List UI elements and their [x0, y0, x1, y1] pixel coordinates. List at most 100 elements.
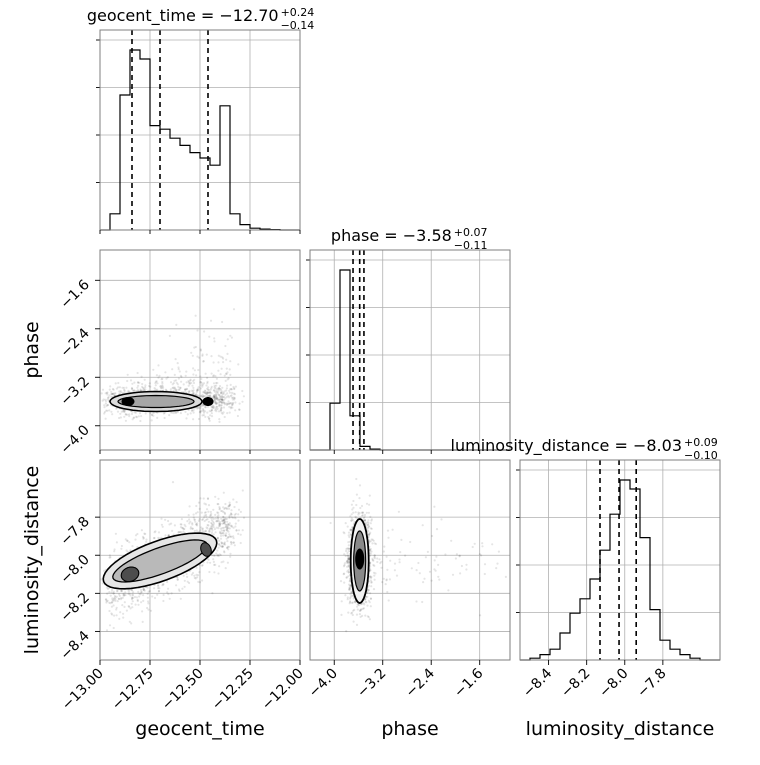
sample-point: [424, 556, 427, 559]
sample-point: [214, 402, 217, 405]
sample-point: [237, 513, 240, 516]
sample-point: [224, 534, 227, 537]
sample-point: [195, 391, 198, 394]
sample-point: [140, 588, 143, 592]
sample-point: [199, 406, 202, 409]
sample-point: [221, 398, 224, 401]
sample-point: [366, 615, 369, 618]
sample-point: [193, 407, 196, 410]
sample-point: [200, 384, 203, 387]
sample-point: [187, 379, 190, 383]
sample-point: [104, 402, 107, 405]
sample-point: [205, 384, 208, 387]
sample-point: [229, 388, 232, 391]
sample-point: [350, 519, 353, 522]
sample-point: [193, 574, 196, 577]
sample-point: [345, 576, 348, 579]
sample-point: [199, 349, 202, 352]
sample-point: [364, 598, 367, 601]
sample-point: [222, 529, 226, 533]
sample-point: [221, 519, 224, 522]
sample-point: [110, 395, 113, 398]
sample-point: [373, 554, 376, 557]
sample-point: [361, 607, 365, 610]
sample-point: [219, 400, 223, 403]
sample-point: [210, 522, 213, 526]
sample-point: [215, 384, 218, 387]
sample-point: [179, 386, 182, 389]
sample-point: [179, 374, 182, 377]
sample-point: [229, 383, 232, 386]
sample-point: [168, 334, 171, 337]
sample-point: [351, 518, 354, 522]
sample-point: [104, 400, 108, 403]
sample-point: [222, 406, 226, 409]
sample-point: [203, 519, 206, 523]
sample-point: [230, 336, 233, 339]
sample-point: [124, 419, 127, 422]
sample-point: [126, 539, 129, 542]
x-tick-label: −8.0: [596, 666, 631, 701]
sample-point: [210, 412, 213, 415]
sample-point: [228, 514, 231, 517]
sample-point: [207, 391, 210, 394]
sample-point: [227, 507, 231, 510]
sample-point: [196, 387, 199, 390]
sample-point: [210, 527, 213, 530]
sample-point: [201, 564, 204, 567]
sample-point: [349, 579, 352, 582]
sample-point: [152, 414, 155, 417]
sample-point: [203, 516, 206, 519]
sample-point: [218, 531, 222, 535]
sample-point: [133, 389, 136, 392]
sample-point: [214, 531, 217, 534]
sample-point: [184, 374, 187, 377]
contour-1: [117, 394, 195, 409]
sample-point: [207, 394, 210, 398]
sample-point: [367, 589, 370, 592]
sample-point: [205, 530, 208, 533]
sample-point: [219, 373, 222, 376]
sample-point: [210, 519, 213, 522]
sample-point: [142, 587, 145, 590]
sample-point: [132, 596, 135, 600]
sample-point: [217, 572, 220, 575]
sample-point: [415, 569, 418, 572]
sample-point: [188, 581, 191, 585]
sample-point: [156, 593, 159, 596]
sample-point: [437, 563, 440, 567]
sample-point: [213, 394, 216, 397]
sample-point: [130, 387, 133, 390]
sample-point: [118, 594, 121, 598]
sample-point: [192, 516, 195, 519]
sample-point: [157, 585, 160, 588]
sample-point: [211, 405, 214, 408]
sample-point: [345, 559, 348, 563]
sample-point: [227, 522, 230, 526]
sample-point: [122, 592, 125, 595]
sample-point: [225, 523, 228, 527]
sample-point: [223, 520, 226, 524]
sample-point: [212, 508, 215, 511]
sample-point: [225, 537, 228, 540]
sample-point: [397, 510, 400, 513]
sample-point: [111, 392, 114, 395]
sample-point: [123, 605, 126, 609]
sample-point: [217, 527, 220, 530]
y-tick-label: −1.6: [57, 277, 92, 312]
sample-point: [223, 398, 226, 401]
sample-point: [201, 383, 205, 386]
sample-point: [166, 580, 169, 584]
sample-point: [220, 409, 223, 412]
sample-point: [356, 608, 359, 611]
sample-point: [219, 530, 222, 533]
sample-point: [233, 397, 236, 400]
sample-point: [481, 542, 484, 545]
sample-point: [347, 541, 350, 544]
sample-point: [166, 376, 169, 379]
sample-point: [365, 595, 368, 599]
sample-point: [187, 390, 190, 393]
panel-background: [310, 460, 510, 660]
sample-point: [368, 549, 371, 552]
sample-point: [176, 578, 179, 581]
